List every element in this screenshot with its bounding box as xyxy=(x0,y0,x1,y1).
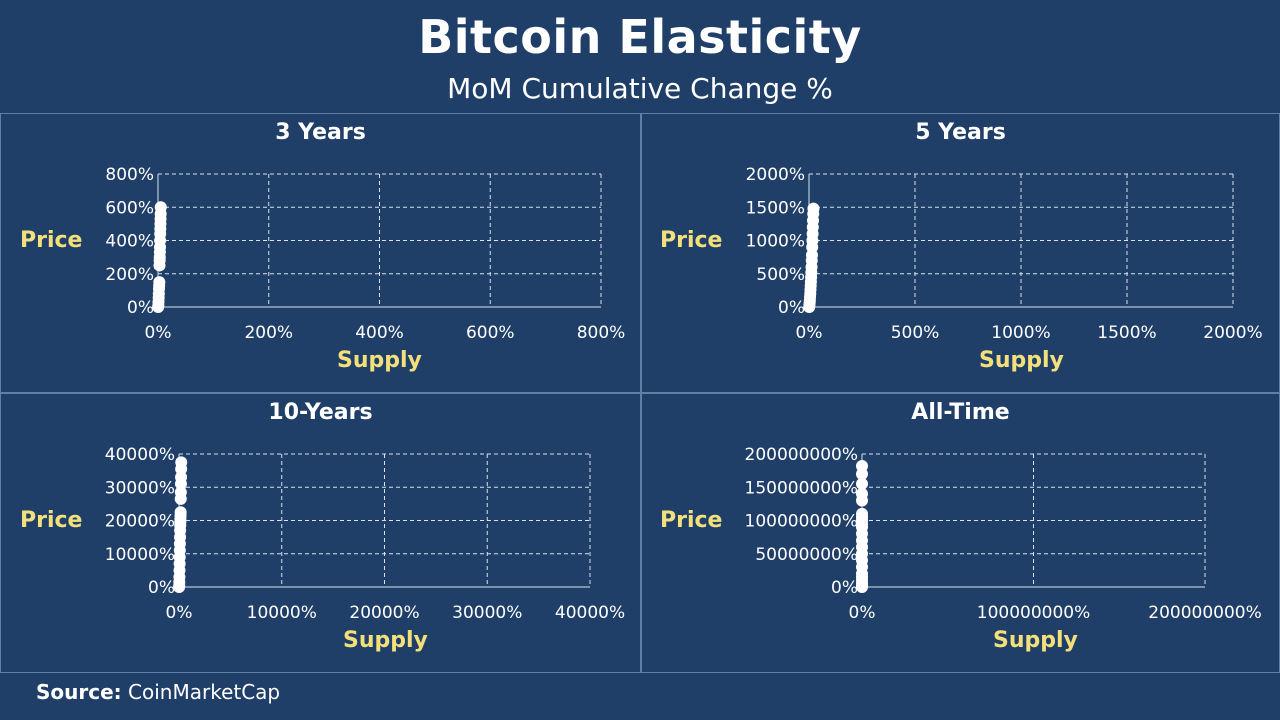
data-point xyxy=(174,506,187,519)
chart-panel-5-years: 5 Years 0% 500% 1000% 1500% 2000% 0% 500% 1000%… xyxy=(641,113,1280,393)
x-tick-label: 200% xyxy=(244,323,293,343)
y-tick-label: 600% xyxy=(105,198,154,218)
page-subtitle: MoM Cumulative Change % xyxy=(447,72,833,105)
data-point xyxy=(807,202,820,215)
y-tick-label: 20000% xyxy=(105,512,175,532)
x-tick-label: 0% xyxy=(145,323,172,343)
data-point xyxy=(856,477,869,490)
x-tick-label: 10000% xyxy=(247,603,317,623)
page-title: Bitcoin Elasticity xyxy=(418,10,862,64)
panel-title: 10-Years xyxy=(268,400,373,425)
x-tick-label: 200000000% xyxy=(1148,603,1262,623)
x-axis-title: Supply xyxy=(993,628,1078,653)
y-tick-label: 0% xyxy=(831,578,858,598)
data-point xyxy=(174,486,187,499)
y-tick-label: 0% xyxy=(778,298,805,318)
y-tick-label: 150000000% xyxy=(745,478,859,498)
panel-title: 5 Years xyxy=(915,120,1006,145)
panel-title: 3 Years xyxy=(275,120,366,145)
x-tick-label: 40000% xyxy=(555,603,625,623)
x-tick-label: 100000000% xyxy=(977,603,1091,623)
x-tick-label: 500% xyxy=(891,323,940,343)
x-tick-label: 1500% xyxy=(1097,323,1156,343)
scatter-plot-all-time: 0% 50000000% 100000000% 150000000% 200000000… xyxy=(745,445,1262,623)
y-tick-label: 10000% xyxy=(105,545,175,565)
x-tick-label: 2000% xyxy=(1203,323,1262,343)
y-tick-label: 30000% xyxy=(105,478,175,498)
data-point xyxy=(175,456,188,469)
x-tick-label: 1000% xyxy=(991,323,1050,343)
x-tick-label: 0% xyxy=(796,323,823,343)
x-tick-label: 0% xyxy=(166,603,193,623)
y-axis-title: Price xyxy=(660,508,723,533)
data-point xyxy=(856,459,869,472)
x-axis-title: Supply xyxy=(343,628,428,653)
scatter-plot-10-years: 0% 10000% 20000% 30000% 40000% 0% 10000% 20000%… xyxy=(105,445,625,623)
source-label: Source: xyxy=(36,680,122,704)
x-axis-title: Supply xyxy=(979,348,1064,373)
scatter-plot-3-years: 0% 200% 400% 600% 800% 0% 200% 400% 600% 800% xyxy=(105,165,626,343)
x-tick-label: 400% xyxy=(355,323,404,343)
data-point xyxy=(856,487,869,500)
x-tick-label: 20000% xyxy=(349,603,419,623)
x-tick-label: 600% xyxy=(466,323,515,343)
y-tick-label: 50000000% xyxy=(755,545,858,565)
y-tick-label: 100000000% xyxy=(745,512,859,532)
source-value: CoinMarketCap xyxy=(128,680,281,704)
y-tick-label: 2000% xyxy=(746,165,805,185)
chart-panel-3-years: 3 Years 0% 200% 400% 600% 800% 0% 200% 400% 600%… xyxy=(0,113,641,393)
data-point xyxy=(153,276,166,289)
y-tick-label: 200% xyxy=(105,265,154,285)
data-point xyxy=(154,201,167,214)
x-tick-label: 0% xyxy=(849,603,876,623)
x-axis-title: Supply xyxy=(337,348,422,373)
y-tick-label: 1500% xyxy=(746,198,805,218)
y-tick-label: 800% xyxy=(105,165,154,185)
y-tick-label: 0% xyxy=(148,578,175,598)
scatter-plot-5-years: 0% 500% 1000% 1500% 2000% 0% 500% 1000% 1500% 200… xyxy=(746,165,1263,343)
data-point xyxy=(175,471,188,484)
x-tick-label: 800% xyxy=(577,323,626,343)
y-axis-title: Price xyxy=(20,508,83,533)
y-tick-label: 200000000% xyxy=(745,445,859,465)
chart-panel-10-years: 10-Years 0% 10000% 20000% 30000% 40000% 0% 100… xyxy=(0,393,641,673)
y-axis-title: Price xyxy=(660,228,723,253)
y-tick-label: 400% xyxy=(105,232,154,252)
x-tick-label: 30000% xyxy=(452,603,522,623)
source-line: Source: CoinMarketCap xyxy=(36,680,280,704)
y-tick-label: 0% xyxy=(127,298,154,318)
chart-panel-all-time: All-Time 0% 50000000% 100000000% 150000000%… xyxy=(641,393,1280,673)
y-axis-title: Price xyxy=(20,228,83,253)
data-point xyxy=(856,507,869,520)
panel-title: All-Time xyxy=(911,400,1010,425)
y-tick-label: 500% xyxy=(756,265,805,285)
y-tick-label: 1000% xyxy=(746,232,805,252)
y-tick-label: 40000% xyxy=(105,445,175,465)
